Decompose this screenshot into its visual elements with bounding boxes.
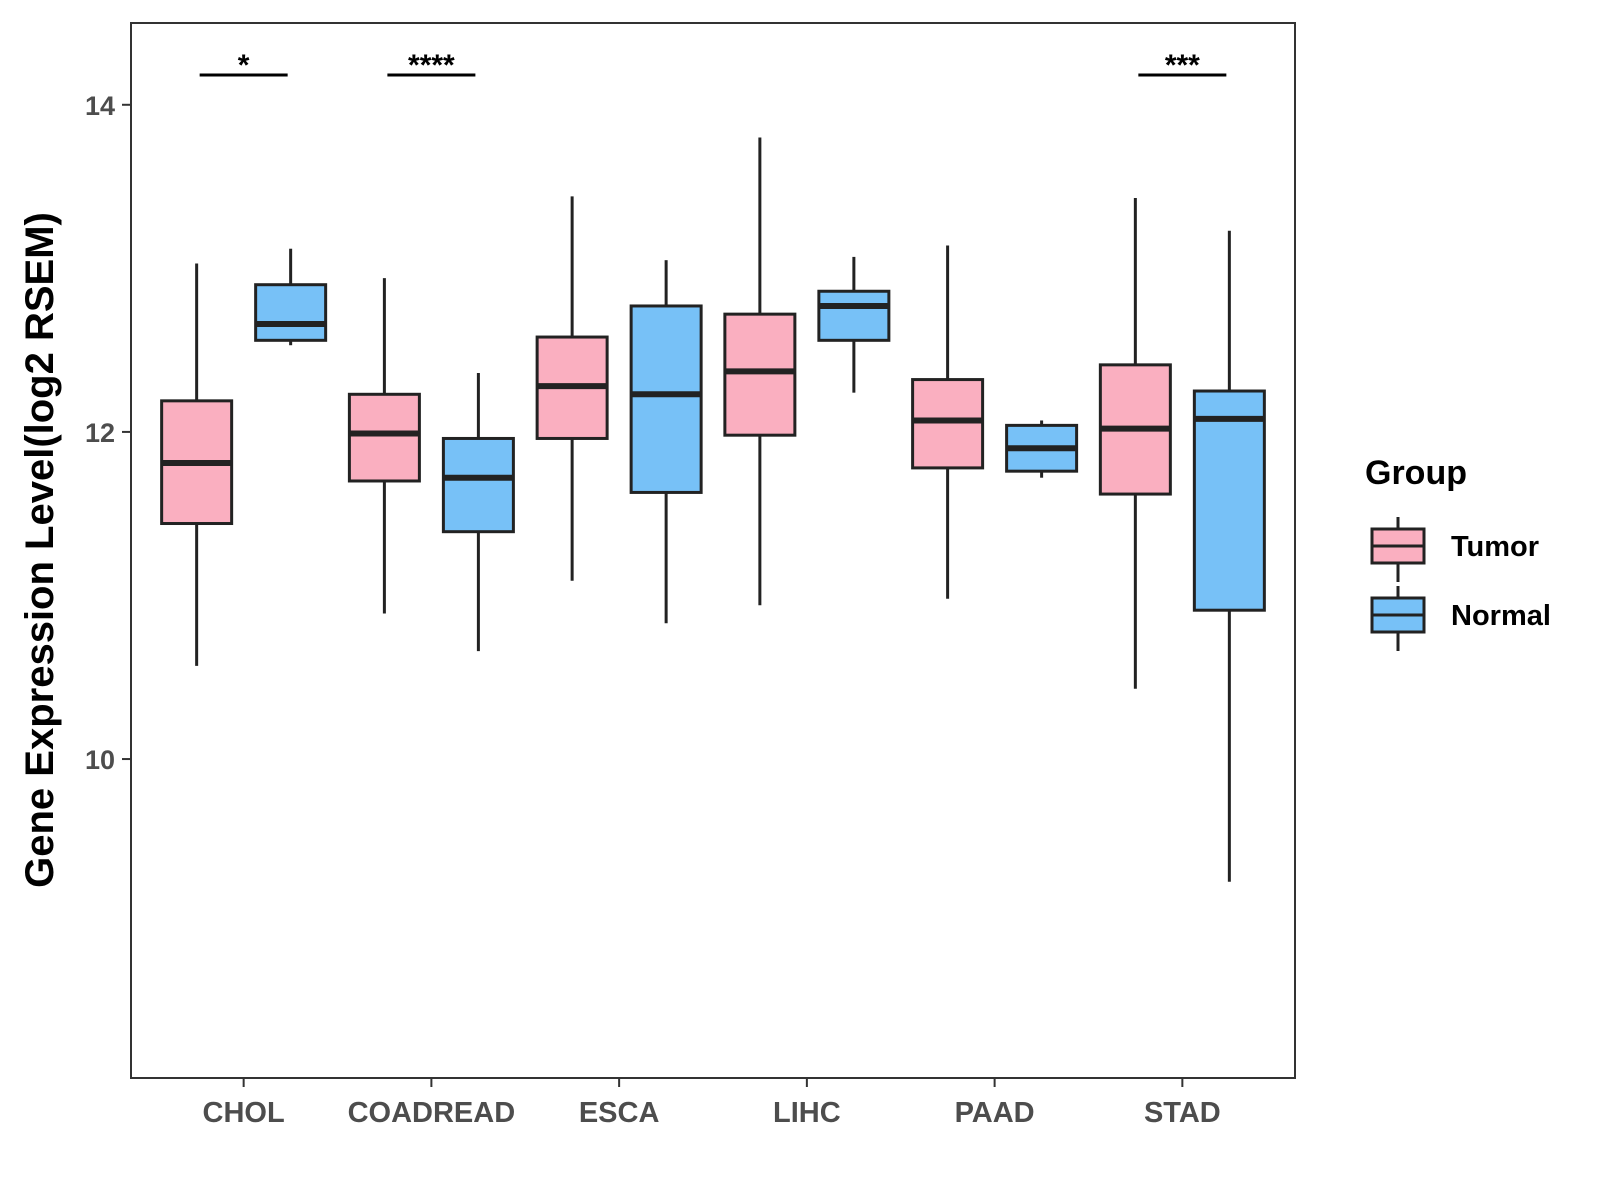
box-lihc-normal — [817, 256, 891, 393]
x-tick-label-paad: PAAD — [955, 1097, 1035, 1129]
legend-entry-tumor: Tumor — [1370, 517, 1539, 582]
iqr-box-esca-normal — [629, 304, 703, 494]
significance-label-coadread: **** — [408, 49, 455, 82]
significance-label-chol: * — [238, 49, 250, 82]
y-axis: 10 12 14 — [85, 91, 131, 775]
x-tick-label-lihc: LIHC — [773, 1097, 841, 1129]
x-tick-label-stad: STAD — [1144, 1097, 1221, 1129]
box-chol-normal — [254, 248, 328, 346]
plot-panel — [130, 22, 1296, 1079]
iqr-box-coadread-normal — [441, 436, 515, 534]
box-paad-tumor — [911, 245, 985, 599]
y-axis-title: Gene Expression Level(log2 RSEM) — [18, 212, 62, 888]
legend-entry-normal: Normal — [1370, 586, 1551, 651]
significance-layer: * **** *** — [199, 49, 1227, 82]
box-lihc-tumor — [723, 137, 797, 606]
iqr-box-stad-normal — [1192, 389, 1266, 612]
x-tick-label-coadread: COADREAD — [348, 1097, 516, 1129]
iqr-box-lihc-normal — [817, 289, 891, 342]
box-paad-normal — [1005, 420, 1079, 478]
box-esca-tumor — [535, 196, 609, 581]
box-chol-tumor — [160, 263, 234, 666]
y-tick-label-12: 12 — [85, 418, 115, 448]
legend-label-normal: Normal — [1451, 600, 1551, 632]
legend: Group Tumor Normal — [1365, 454, 1551, 651]
box-coadread-tumor — [347, 278, 421, 614]
legend-title: Group — [1365, 454, 1467, 492]
y-tick-label-10: 10 — [85, 745, 115, 775]
boxes-layer — [160, 137, 1266, 882]
significance-label-stad: *** — [1165, 49, 1200, 82]
iqr-box-chol-normal — [254, 283, 328, 342]
y-tick-label-14: 14 — [85, 91, 115, 121]
box-stad-normal — [1192, 230, 1266, 882]
box-esca-normal — [629, 260, 703, 624]
iqr-box-lihc-tumor — [723, 312, 797, 437]
legend-label-tumor: Tumor — [1451, 531, 1539, 563]
iqr-box-coadread-tumor — [347, 392, 421, 483]
x-axis: CHOL COADREAD ESCA LIHC PAAD STAD — [203, 1078, 1221, 1129]
iqr-box-paad-tumor — [911, 378, 985, 470]
x-tick-label-chol: CHOL — [203, 1097, 285, 1129]
box-coadread-normal — [441, 373, 515, 652]
box-stad-tumor — [1098, 198, 1172, 689]
x-tick-label-esca: ESCA — [579, 1097, 660, 1129]
